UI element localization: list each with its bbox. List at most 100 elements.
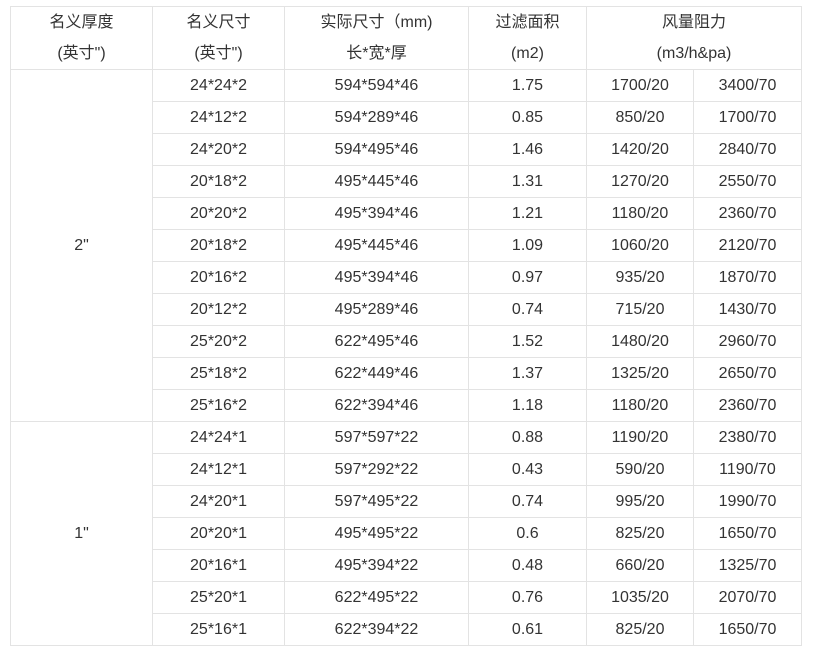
nominal-size-cell: 24*20*2 [152,133,285,166]
actual-size-cell: 495*394*22 [284,549,469,582]
actual-size-cell: 622*495*46 [284,325,469,358]
filter-area-cell: 0.43 [468,453,587,486]
airflow-low-cell: 1700/20 [586,69,694,102]
airflow-high-cell: 2550/70 [692,165,803,198]
airflow-low-cell: 825/20 [586,517,694,550]
airflow-high-cell: 1190/70 [692,453,803,486]
nominal-size-cell: 20*18*2 [152,229,285,262]
airflow-high-cell: 1325/70 [692,549,803,582]
airflow-low-cell: 1480/20 [586,325,694,358]
thickness-cell: 2" [10,69,153,422]
actual-size-cell: 622*449*46 [284,357,469,390]
table-row: 1" 24*24*1 597*597*22 0.88 1190/20 2380/70 [10,421,803,646]
header-nominal-size: 名义尺寸 (英寸") [152,6,285,70]
filter-area-cell: 0.74 [468,485,587,518]
airflow-low-cell: 1190/20 [586,421,694,454]
airflow-high-cell: 2070/70 [692,581,803,614]
table-row: 24*12*1 597*292*22 0.43 590/20 1190/70 [11,453,803,486]
nominal-size-cell: 24*24*2 [152,69,285,102]
thickness-cell: 1" [10,421,153,646]
airflow-high-cell: 2360/70 [692,389,803,422]
filter-area-cell: 0.76 [468,581,587,614]
airflow-low-cell: 1325/20 [586,357,694,390]
actual-size-cell: 622*495*22 [284,581,469,614]
header-actual-size: 实际尺寸（mm) 长*宽*厚 [284,6,469,70]
nominal-size-cell: 25*20*1 [152,581,285,614]
airflow-low-cell: 995/20 [586,485,694,518]
actual-size-cell: 495*289*46 [284,293,469,326]
nominal-size-cell: 20*18*2 [152,165,285,198]
filter-spec-table: 名义厚度 (英寸") 名义尺寸 (英寸") 实际尺寸（mm) 长*宽*厚 过滤面积 (m… [10,6,803,646]
airflow-low-cell: 825/20 [586,613,694,646]
table-row: 25*20*1 622*495*22 0.76 1035/20 2070/70 [11,581,803,614]
header-text: 实际尺寸（mm) [320,14,433,31]
actual-size-cell: 495*445*46 [284,229,469,262]
filter-area-cell: 0.61 [468,613,587,646]
airflow-low-cell: 1060/20 [586,229,694,262]
header-nominal-thickness: 名义厚度 (英寸") [10,6,153,70]
filter-area-cell: 0.88 [468,421,587,454]
nominal-size-cell: 24*12*2 [152,101,285,134]
airflow-high-cell: 3400/70 [692,69,803,102]
table-row: 20*16*2 495*394*46 0.97 935/20 1870/70 [11,261,803,294]
header-unit: (英寸") [194,45,243,62]
header-unit: 长*宽*厚 [346,45,407,62]
filter-area-cell: 0.97 [468,261,587,294]
actual-size-cell: 594*289*46 [284,101,469,134]
airflow-high-cell: 1700/70 [692,101,803,134]
table-row: 20*20*1 495*495*22 0.6 825/20 1650/70 [11,517,803,550]
filter-area-cell: 1.46 [468,133,587,166]
airflow-low-cell: 935/20 [586,261,694,294]
airflow-high-cell: 2960/70 [692,325,803,358]
filter-area-cell: 1.31 [468,165,587,198]
header-text: 名义厚度 [49,14,114,31]
table-row: 25*16*1 622*394*22 0.61 825/20 1650/70 [11,613,803,646]
actual-size-cell: 622*394*22 [284,613,469,646]
actual-size-cell: 597*597*22 [284,421,469,454]
header-filter-area: 过滤面积 (m2) [468,6,587,70]
table-row: 24*12*2 594*289*46 0.85 850/20 1700/70 [11,101,803,134]
header-text: 风量阻力 [662,14,727,31]
airflow-high-cell: 2360/70 [692,197,803,230]
airflow-high-cell: 2120/70 [692,229,803,262]
filter-area-cell: 0.74 [468,293,587,326]
airflow-low-cell: 1035/20 [586,581,694,614]
table-row: 20*20*2 495*394*46 1.21 1180/20 2360/70 [11,197,803,230]
nominal-size-cell: 20*16*2 [152,261,285,294]
airflow-high-cell: 1870/70 [692,261,803,294]
actual-size-cell: 622*394*46 [284,389,469,422]
airflow-high-cell: 1650/70 [692,613,803,646]
nominal-size-cell: 20*16*1 [152,549,285,582]
actual-size-cell: 495*394*46 [284,261,469,294]
nominal-size-cell: 20*20*1 [152,517,285,550]
table-row: 2" 24*24*2 594*594*46 1.75 1700/20 3400/70 [10,69,803,422]
header-row: 名义厚度 (英寸") 名义尺寸 (英寸") 实际尺寸（mm) 长*宽*厚 过滤面积 (m… [10,6,803,70]
nominal-size-cell: 25*16*2 [152,389,285,422]
filter-area-cell: 1.21 [468,197,587,230]
nominal-size-cell: 25*16*1 [152,613,285,646]
airflow-low-cell: 1180/20 [586,389,694,422]
airflow-high-cell: 1430/70 [692,293,803,326]
airflow-low-cell: 850/20 [586,101,694,134]
nominal-size-cell: 20*12*2 [152,293,285,326]
nominal-size-cell: 20*20*2 [152,197,285,230]
airflow-low-cell: 1270/20 [586,165,694,198]
table-row: 24*20*2 594*495*46 1.46 1420/20 2840/70 [11,133,803,166]
nominal-size-cell: 24*20*1 [152,485,285,518]
airflow-low-cell: 1180/20 [586,197,694,230]
airflow-high-cell: 2380/70 [692,421,803,454]
filter-area-cell: 1.52 [468,325,587,358]
header-unit: (m2) [511,45,544,62]
nominal-size-cell: 24*24*1 [152,421,285,454]
actual-size-cell: 495*495*22 [284,517,469,550]
filter-area-cell: 1.09 [468,229,587,262]
header-text: 过滤面积 [495,14,560,31]
actual-size-cell: 597*495*22 [284,485,469,518]
table-row: 24*20*1 597*495*22 0.74 995/20 1990/70 [11,485,803,518]
airflow-high-cell: 1990/70 [692,485,803,518]
header-unit: (英寸") [57,45,106,62]
airflow-low-cell: 715/20 [586,293,694,326]
actual-size-cell: 597*292*22 [284,453,469,486]
header-text: 名义尺寸 [186,14,251,31]
header-airflow-resistance: 风量阻力 (m3/h&pa) [585,6,803,70]
